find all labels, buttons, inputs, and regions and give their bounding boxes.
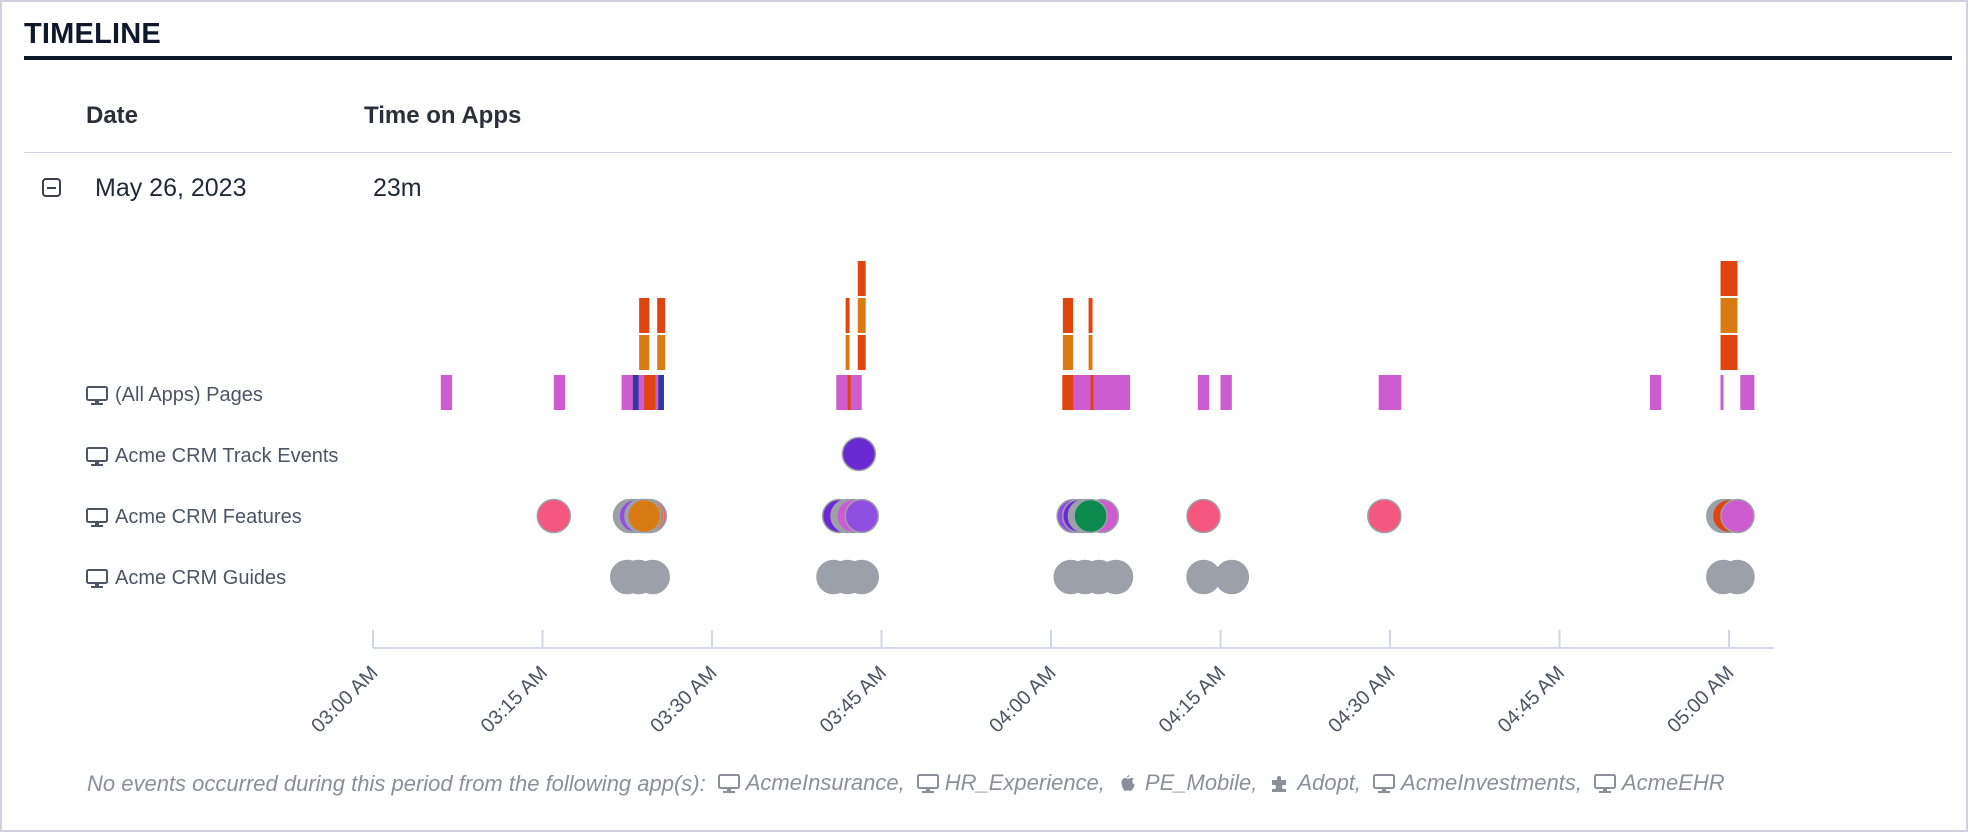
apple-icon [1121, 774, 1135, 791]
section-title: TIMELINE [24, 18, 161, 50]
page-event-bar[interactable] [1649, 375, 1662, 410]
footer-app-name: AcmeInvestments, [1401, 770, 1582, 795]
page-event-bar[interactable] [658, 375, 664, 410]
puzzle-icon [1272, 775, 1287, 792]
footer-app-item: HR_Experience, [916, 770, 1105, 796]
guide-event-marker[interactable] [635, 559, 670, 595]
no-events-footer: No events occurred during this period fr… [87, 770, 1725, 799]
row-time-on-apps: 23m [373, 174, 422, 202]
stacked-event-bar[interactable] [1088, 335, 1093, 370]
footer-app-name: AcmeInsurance, [745, 770, 905, 795]
feature-event-marker[interactable] [536, 498, 572, 534]
stacked-event-bar[interactable] [857, 335, 866, 370]
x-tick-label: 03:15 AM [477, 662, 552, 737]
header-divider [24, 152, 1952, 153]
feature-event-marker[interactable] [1073, 498, 1108, 534]
x-tick-label: 05:00 AM [1663, 662, 1738, 737]
page-event-bar[interactable] [1073, 375, 1131, 410]
feature-event-marker[interactable] [1186, 498, 1221, 534]
lane-label-features: Acme CRM Features [86, 504, 302, 530]
x-tick-label: 04:00 AM [985, 662, 1060, 737]
stacked-event-bar[interactable] [1062, 298, 1074, 333]
footer-app-item: AcmeInsurance, [717, 770, 905, 796]
monitor-icon [1373, 773, 1396, 793]
monitor-icon [916, 773, 939, 793]
footer-app-item: Adopt, [1269, 770, 1361, 796]
page-event-bar[interactable] [632, 375, 639, 410]
page-event-bar[interactable] [553, 375, 566, 410]
x-tick-label: 04:15 AM [1155, 662, 1230, 737]
feature-event-marker[interactable] [1367, 498, 1402, 534]
feature-event-marker[interactable] [626, 498, 662, 534]
monitor-icon [86, 507, 108, 527]
x-tick-label: 04:45 AM [1494, 662, 1569, 737]
monitor-icon [86, 568, 108, 588]
x-tick-label: 04:30 AM [1324, 662, 1399, 737]
timeline-chart: 03:00 AM 03:15 AM 03:30 AM 03:45 AM 04:00 AM… [307, 261, 1775, 737]
title-divider [24, 56, 1952, 60]
page-event-bar[interactable] [1740, 375, 1755, 410]
page-event-bar[interactable] [1090, 375, 1094, 410]
lane-label-track-events: Acme CRM Track Events [86, 443, 338, 469]
lane-label-text: Acme CRM Track Events [115, 444, 339, 467]
guide-event-marker[interactable] [1098, 559, 1134, 595]
lane-label-text: Acme CRM Features [115, 505, 302, 528]
stacked-event-bar[interactable] [857, 298, 866, 333]
page-event-bar[interactable] [847, 375, 851, 410]
monitor-icon [86, 385, 108, 405]
page-event-bar[interactable] [1062, 375, 1074, 410]
monitor-icon [86, 446, 108, 466]
stacked-event-bar[interactable] [845, 298, 850, 333]
stacked-event-bar[interactable] [845, 335, 850, 370]
x-tick-label: 03:30 AM [646, 662, 721, 737]
guide-event-marker[interactable] [1720, 559, 1755, 595]
column-header-time-on-apps[interactable]: Time on Apps [364, 102, 522, 129]
stacked-event-bar[interactable] [639, 335, 650, 370]
footer-app-name: AcmeEHR [1621, 770, 1725, 795]
stacked-event-bar[interactable] [639, 298, 650, 333]
x-tick-label: 03:00 AM [307, 662, 382, 737]
stacked-event-bar[interactable] [1720, 261, 1738, 296]
stacked-event-bar[interactable] [657, 298, 666, 333]
feature-event-marker[interactable] [844, 498, 879, 534]
footer-app-name: PE_Mobile, [1144, 770, 1258, 795]
stacked-event-bar[interactable] [1720, 335, 1738, 370]
guide-event-marker[interactable] [844, 559, 879, 595]
page-event-bar[interactable] [1378, 375, 1402, 410]
footer-app-name: HR_Experience, [944, 770, 1105, 795]
track-event-marker[interactable] [841, 436, 877, 472]
stacked-event-bar[interactable] [1088, 298, 1093, 333]
monitor-icon [1593, 773, 1616, 793]
page-event-bar[interactable] [1720, 375, 1724, 410]
page-event-bar[interactable] [621, 375, 664, 410]
lane-label-text: (All Apps) Pages [115, 383, 263, 406]
footer-app-item: PE_Mobile, [1117, 770, 1258, 796]
feature-event-marker[interactable] [1720, 498, 1755, 534]
lane-label-guides: Acme CRM Guides [86, 565, 286, 591]
footer-app-item: AcmeEHR [1593, 770, 1725, 796]
page-event-bar[interactable] [1197, 375, 1210, 410]
collapse-row-button[interactable] [42, 178, 61, 197]
footer-app-name: Adopt, [1297, 770, 1362, 795]
stacked-event-bar[interactable] [857, 261, 866, 296]
footer-message: No events occurred during this period fr… [87, 771, 706, 797]
page-event-bar[interactable] [1220, 375, 1232, 410]
stacked-event-bar[interactable] [657, 335, 666, 370]
page-event-bar[interactable] [440, 375, 453, 410]
x-tick-label: 03:45 AM [816, 662, 891, 737]
stacked-event-bar[interactable] [1062, 335, 1074, 370]
lane-label-text: Acme CRM Guides [115, 566, 287, 589]
monitor-icon [717, 773, 740, 793]
row-date: May 26, 2023 [95, 174, 247, 202]
stacked-event-bar[interactable] [1720, 298, 1738, 333]
footer-app-item: AcmeInvestments, [1373, 770, 1582, 796]
guide-event-marker[interactable] [1214, 559, 1250, 595]
page-event-bar[interactable] [644, 375, 656, 410]
lane-label-all-apps-pages: (All Apps) Pages [86, 382, 263, 408]
column-header-date[interactable]: Date [86, 102, 139, 129]
